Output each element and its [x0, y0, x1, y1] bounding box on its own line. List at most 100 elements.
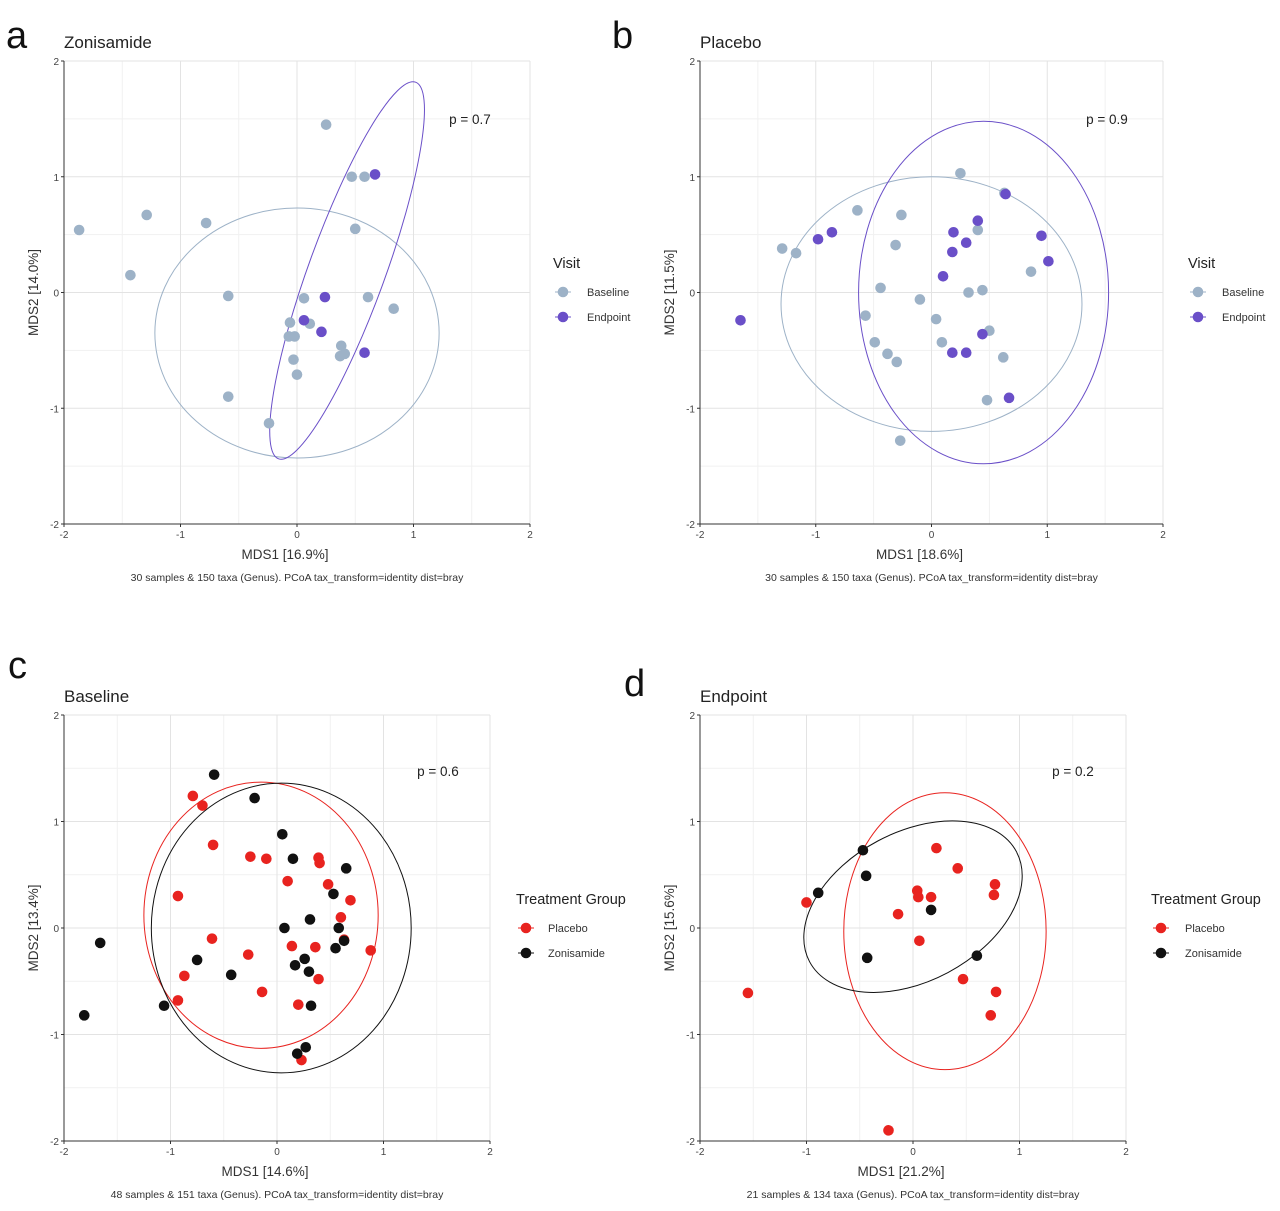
data-point-endpoint	[960, 237, 972, 249]
x-tick-label: 0	[274, 1147, 280, 1158]
data-point-placebo	[293, 999, 304, 1010]
data-point-zonisamide	[78, 1010, 90, 1021]
legend-key-baseline	[557, 286, 569, 298]
data-point-endpoint	[937, 270, 949, 282]
y-axis-title: MDS2 [15.6%]	[662, 884, 677, 971]
data-point-baseline	[852, 205, 863, 216]
data-point-baseline	[362, 291, 374, 303]
x-tick-label: 1	[411, 530, 417, 541]
data-point-zonisamide	[158, 1000, 170, 1012]
data-point-baseline	[977, 284, 988, 296]
data-point-endpoint	[947, 246, 958, 258]
data-point-baseline	[997, 352, 1009, 363]
data-point-baseline	[288, 354, 299, 365]
data-point-baseline	[339, 348, 351, 360]
panel-letter: d	[624, 663, 645, 705]
x-tick-label: -1	[176, 530, 185, 541]
data-point-endpoint	[298, 314, 310, 326]
data-point-baseline	[320, 119, 332, 130]
x-tick-label: 1	[381, 1147, 387, 1158]
x-axis-title: MDS1 [21.2%]	[857, 1164, 944, 1179]
data-point-endpoint	[960, 347, 972, 358]
data-point-baseline	[963, 287, 974, 298]
data-point-baseline	[972, 224, 984, 236]
data-point-placebo	[345, 895, 356, 906]
data-point-endpoint	[977, 328, 988, 340]
x-tick-label: -1	[802, 1147, 811, 1158]
legend-label: Zonisamide	[1185, 948, 1242, 960]
data-point-endpoint	[1003, 392, 1015, 404]
legend-label: Endpoint	[1222, 312, 1265, 324]
legend-key-zonisamide	[520, 947, 532, 959]
data-point-zonisamide	[300, 1041, 312, 1053]
panel-d: -2 -1 0 1 2 -2 -1 0 1 2 MDS1 [21.2%] MDS2 [15.6%] 21…	[624, 663, 1261, 1201]
data-point-baseline	[790, 247, 802, 259]
panel-c: -2 -1 0 1 2 -2 -1 0 1 2 MDS1 [14.6%] MDS2 [13.4%] 48…	[8, 645, 626, 1201]
data-point-baseline	[141, 209, 153, 221]
data-point-zonisamide	[333, 922, 345, 934]
chart-title: Zonisamide	[64, 33, 152, 52]
x-tick-label: 1	[1044, 530, 1050, 541]
y-tick-label: 0	[53, 924, 59, 935]
y-tick-label: -2	[50, 520, 59, 531]
data-point-zonisamide	[340, 863, 352, 874]
data-point-zonisamide	[191, 954, 203, 966]
data-point-baseline	[869, 336, 881, 348]
data-point-baseline	[882, 348, 893, 360]
data-point-zonisamide	[861, 952, 873, 964]
confidence-ellipse-zonisamide	[803, 820, 1023, 993]
data-point-placebo	[322, 879, 334, 890]
legend-label: Baseline	[1222, 287, 1264, 299]
data-point-endpoint	[972, 215, 984, 227]
data-point-zonisamide	[860, 870, 872, 882]
x-tick-label: 2	[1123, 1147, 1129, 1158]
legend-title: Treatment Group	[516, 892, 626, 908]
data-point-baseline	[890, 239, 901, 251]
y-tick-label: 0	[689, 924, 695, 935]
y-tick-label: -2	[686, 1137, 695, 1148]
data-point-zonisamide	[857, 844, 869, 856]
data-point-baseline	[894, 435, 906, 446]
data-point-endpoint	[826, 227, 838, 238]
y-tick-label: -1	[50, 1031, 59, 1042]
y-tick-label: -1	[686, 1031, 695, 1042]
data-point-zonisamide	[330, 942, 341, 954]
legend: Treatment Group Placebo Zonisamide	[1151, 892, 1261, 960]
legend-key-zonisamide	[1155, 947, 1167, 959]
data-point-baseline	[388, 303, 399, 315]
data-point-baseline	[284, 317, 296, 328]
data-point-endpoint	[369, 169, 381, 180]
panel-letter: c	[8, 645, 27, 687]
chart-title: Placebo	[700, 33, 761, 52]
panel-a: -2 -1 0 1 2 -2 -1 0 1 2 MDS1 [16.9%] MDS2 [14.0%] 30…	[6, 15, 630, 584]
chart-caption: 30 samples & 150 taxa (Genus). PCoA tax_…	[131, 572, 464, 584]
p-value-annotation: p = 0.2	[1052, 764, 1094, 779]
confidence-ellipse-placebo	[143, 781, 379, 1049]
panel-letter: a	[6, 15, 28, 57]
data-point-endpoint	[947, 347, 958, 358]
data-point-placebo	[985, 1010, 997, 1021]
y-tick-label: 2	[53, 57, 59, 68]
chart-title: Endpoint	[700, 687, 767, 706]
y-axis-title: MDS2 [13.4%]	[26, 884, 41, 971]
data-point-placebo	[172, 995, 184, 1006]
data-point-baseline	[914, 294, 926, 305]
data-point-zonisamide	[305, 1000, 317, 1012]
x-axis-title: MDS1 [18.6%]	[876, 547, 963, 562]
legend: Treatment Group Placebo Zonisamide	[516, 892, 626, 960]
data-point-placebo	[931, 842, 942, 854]
data-point-placebo	[206, 933, 218, 944]
data-point-zonisamide	[279, 922, 290, 934]
data-point-endpoint	[735, 314, 746, 326]
p-value-annotation: p = 0.9	[1086, 112, 1128, 127]
data-point-baseline	[291, 369, 303, 380]
legend-key-placebo	[520, 922, 532, 934]
data-point-zonisamide	[299, 953, 310, 965]
y-tick-label: 1	[689, 173, 695, 184]
data-point-baseline	[930, 313, 942, 325]
data-point-zonisamide	[249, 792, 260, 804]
data-point-endpoint	[948, 227, 959, 238]
chart-caption: 21 samples & 134 taxa (Genus). PCoA tax_…	[747, 1189, 1080, 1201]
y-tick-label: 1	[53, 173, 59, 184]
